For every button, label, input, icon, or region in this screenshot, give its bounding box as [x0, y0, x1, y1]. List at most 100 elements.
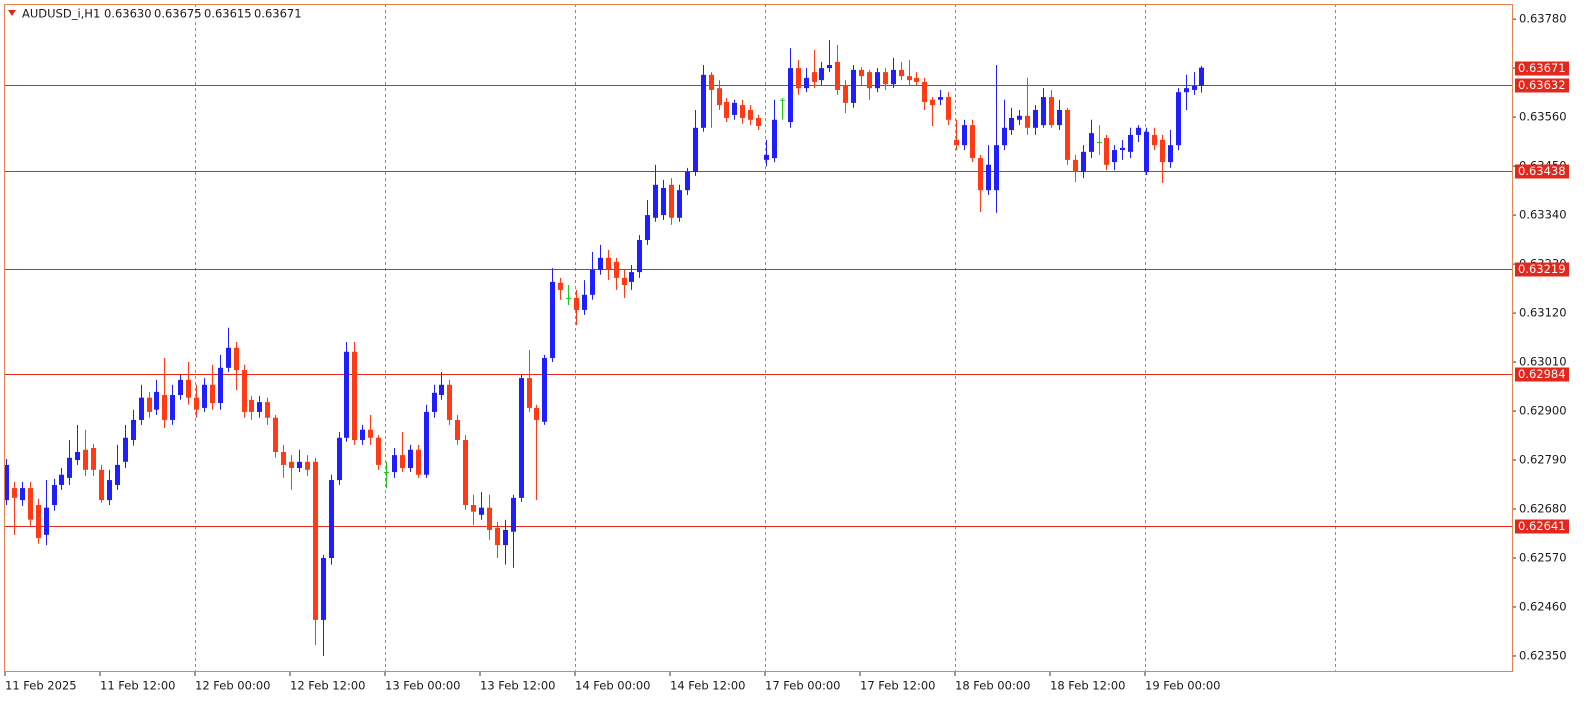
- candle-body: [1089, 133, 1094, 152]
- candle-body: [321, 557, 326, 620]
- candle-body: [614, 261, 619, 278]
- candle-body: [835, 61, 840, 90]
- candle-body: [329, 480, 334, 558]
- x-tick-label: 11 Feb 2025: [5, 679, 77, 693]
- x-tick-label: 18 Feb 12:00: [1050, 679, 1125, 693]
- y-tick-label: 0.62680: [1519, 502, 1567, 516]
- candle-body: [764, 154, 769, 160]
- candle-body: [123, 437, 128, 462]
- candle-body: [52, 484, 57, 505]
- candle-body: [922, 81, 927, 102]
- candle-body: [131, 419, 136, 440]
- candle-body: [748, 109, 753, 120]
- candle-body: [685, 171, 690, 191]
- y-tick-label: 0.63560: [1519, 110, 1567, 124]
- x-tick-label: 13 Feb 00:00: [385, 679, 460, 693]
- level-label: 0.62984: [1518, 367, 1566, 381]
- candle-body: [1104, 138, 1109, 165]
- ohlc-close: 0.63671: [254, 7, 302, 21]
- candle-body: [210, 384, 215, 404]
- y-tick-label: 0.63340: [1519, 208, 1567, 222]
- candle-body: [360, 429, 365, 440]
- candle-body: [827, 65, 832, 69]
- axis-layer: 0.637800.636700.635600.634500.633400.632…: [4, 12, 1569, 693]
- candle-body: [67, 457, 72, 478]
- candle-body: [463, 439, 468, 505]
- level-label-box: [1515, 164, 1569, 179]
- candles-layer: [4, 40, 1204, 656]
- candle-body: [28, 488, 33, 520]
- candle-body: [645, 215, 650, 241]
- y-tick-label: 0.62900: [1519, 404, 1567, 418]
- y-tick-label: 0.63780: [1519, 12, 1567, 26]
- candle-body: [566, 297, 571, 299]
- candle-body: [994, 145, 999, 191]
- candle-body: [162, 395, 167, 420]
- candle-body: [527, 378, 532, 408]
- candle-body: [99, 469, 104, 501]
- candle-body: [677, 190, 682, 218]
- candle-body: [519, 378, 524, 498]
- level-label: 0.63438: [1518, 164, 1566, 178]
- candle-body: [115, 464, 120, 485]
- candle-body: [653, 184, 658, 218]
- candle-body: [693, 127, 698, 172]
- candle-body: [154, 391, 159, 410]
- candle-body: [804, 77, 809, 89]
- candle-body: [471, 505, 476, 512]
- candle-body: [970, 125, 975, 159]
- candle-body: [20, 488, 25, 501]
- candle-body: [1112, 150, 1117, 163]
- y-tick-label: 0.62790: [1519, 453, 1567, 467]
- candle-body: [598, 257, 603, 270]
- candle-body: [1041, 97, 1046, 126]
- candle-body: [582, 294, 587, 310]
- candle-body: [503, 529, 508, 546]
- candle-body: [1184, 88, 1189, 93]
- candle-body: [796, 68, 801, 89]
- candle-body: [487, 507, 492, 530]
- candle-body: [1168, 145, 1173, 163]
- candle-body: [1081, 151, 1086, 172]
- candle-body: [511, 497, 516, 532]
- title-marker: [8, 10, 16, 16]
- candle-body: [930, 99, 935, 106]
- y-tick-label: 0.62570: [1519, 550, 1567, 564]
- candle-body: [242, 370, 247, 412]
- candle-body: [416, 449, 421, 475]
- y-tick-label: 0.62350: [1519, 648, 1567, 662]
- candle-body: [1057, 109, 1062, 126]
- candle-body: [1049, 97, 1054, 126]
- candle-body: [558, 282, 563, 290]
- candle-body: [701, 74, 706, 128]
- x-tick-label: 12 Feb 00:00: [195, 679, 270, 693]
- candle-body: [218, 367, 223, 404]
- candle-body: [234, 347, 239, 371]
- candle-body: [986, 164, 991, 191]
- x-tick-label: 17 Feb 00:00: [765, 679, 840, 693]
- x-tick-label: 14 Feb 12:00: [670, 679, 745, 693]
- candle-body: [907, 76, 912, 81]
- candle-body: [1192, 85, 1197, 90]
- candle-body: [384, 472, 389, 474]
- candle-body: [495, 527, 500, 546]
- candle-body: [91, 447, 96, 470]
- candle-body: [851, 69, 856, 103]
- candle-body: [1002, 127, 1007, 146]
- candle-body: [534, 407, 539, 420]
- candle-body: [574, 297, 579, 310]
- candle-body: [4, 464, 9, 501]
- candle-body: [432, 392, 437, 412]
- candle-body: [139, 397, 144, 420]
- candle-body: [914, 77, 919, 82]
- x-tick-label: 12 Feb 12:00: [290, 679, 365, 693]
- candle-body: [368, 429, 373, 438]
- candle-body: [202, 384, 207, 408]
- candle-body: [479, 507, 484, 515]
- candle-body: [1025, 115, 1030, 128]
- candle-body: [780, 99, 785, 101]
- candle-body: [772, 119, 777, 159]
- candle-body: [819, 68, 824, 81]
